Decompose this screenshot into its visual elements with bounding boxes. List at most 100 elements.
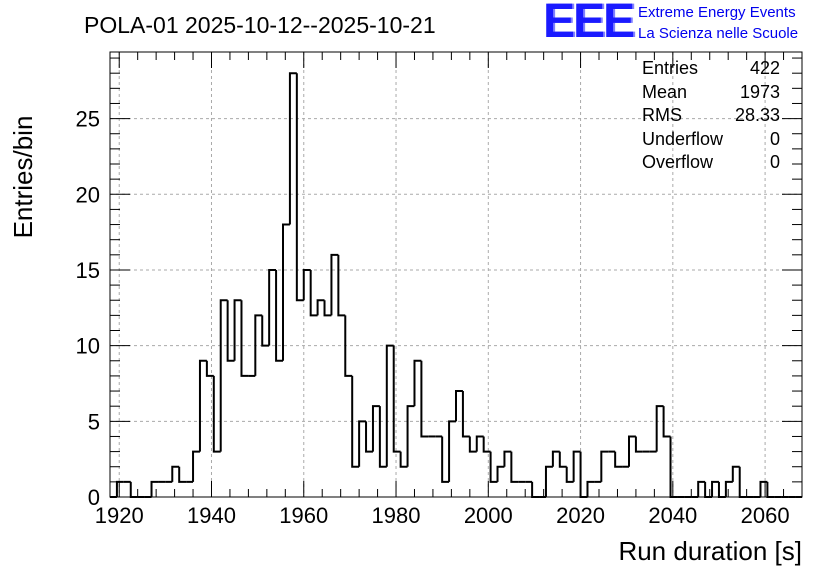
x-tick-label: 2000 [464,503,513,528]
histogram-bin [261,315,270,347]
histogram-bin [455,390,463,422]
histogram-bin [531,481,540,498]
histogram-bin [344,315,353,377]
stats-box: Entries 422 Mean 1973 RMS 28.33 Underflo… [642,57,780,175]
histogram-bin [697,480,706,497]
histogram-bin [219,299,228,452]
histogram-bin [704,481,713,498]
stats-row-mean: Mean 1973 [642,81,780,105]
histogram-bin [738,466,747,498]
histogram-bin [178,466,187,483]
histogram-bin [544,465,553,497]
histogram-bin [358,420,367,467]
stats-row-underflow: Underflow 0 [642,128,780,152]
x-tick-labels: 1920 1940 1960 1980 2000 2020 2040 2060 [95,503,790,528]
grid [110,52,802,497]
histogram-bin [233,299,242,361]
stats-row-overflow: Overflow 0 [642,151,780,175]
x-tick-label: 2060 [741,503,790,528]
x-tick-label: 1960 [279,503,328,528]
histogram-bin [669,436,678,498]
x-axis-label: Run duration [s] [618,536,802,566]
histogram-bin [628,435,636,467]
stats-label: RMS [642,105,682,125]
histogram-bin [717,481,726,498]
histogram-bin [420,360,429,438]
logo-line-2: La Scienza nelle Scuole [638,25,799,42]
y-tick-label: 0 [88,485,100,510]
stats-label: Mean [642,81,688,102]
histogram-bin [392,345,401,453]
chart-title: POLA-01 2025-10-12--2025-10-21 [84,12,436,38]
stats-value: 0 [769,152,780,172]
histogram-bin [441,436,450,483]
histogram-bin [572,450,581,482]
histogram-bin [337,254,346,317]
stats-label: Entries [642,58,699,78]
histogram-bin [510,451,519,483]
histogram-bin [288,72,297,225]
x-tick-label: 2040 [648,503,697,528]
histogram-bin [302,268,311,301]
logo-line-1: Extreme Energy Events [638,4,796,21]
y-tick-label: 5 [88,409,100,434]
histogram-bin [586,480,595,497]
histogram-bin [399,451,408,468]
histogram-bin [489,451,498,483]
histogram-bin [496,465,505,482]
histogram-bin [565,466,574,483]
histogram-bin [662,406,671,438]
histogram-bin [759,480,768,497]
histogram-bin [711,480,719,497]
histogram-bin [385,344,394,467]
y-tick-labels: 0 5 10 15 20 25 [76,107,100,510]
histogram-bin [240,300,249,377]
histogram-bin [766,481,775,498]
eee-logo-mark: EEE [543,0,635,48]
histogram-bin [295,73,304,302]
stats-label: Underflow [642,128,724,149]
stats-row-rms: RMS 28.33 [642,104,780,128]
histogram-bin [371,405,380,452]
histogram-bin [192,450,200,482]
x-tick-label: 1980 [372,503,421,528]
histogram-bin [503,450,512,467]
histogram-bin [634,436,643,453]
histogram-bin [461,391,470,438]
histogram-bin [448,420,456,482]
histogram-bin [378,406,387,468]
histogram-bin [406,405,415,467]
histogram-bin [655,405,664,452]
histogram-bin [282,223,290,361]
y-tick-label: 15 [76,258,100,283]
x-tick-label: 2020 [556,503,605,528]
stats-label: Overflow [642,152,714,172]
x-tick-label: 1940 [187,503,236,528]
histogram-bin [198,359,207,452]
histogram-bin [482,436,491,453]
stats-value: 1973 [739,81,780,102]
histogram-bin [468,436,477,453]
histogram-bin [268,268,277,346]
histogram-bin [205,360,214,377]
histogram-bin [365,421,373,453]
plot-frame [109,51,803,498]
histogram-bin [171,465,180,482]
histogram-bin [323,300,332,317]
histogram-bin [150,480,159,497]
histogram-bin [275,269,283,362]
histogram-bin [309,269,318,317]
axis-ticks [110,52,802,498]
histogram-bin [129,481,138,498]
histogram-bin [212,375,221,453]
stats-value: 0 [769,128,780,149]
histogram-bin [330,253,339,316]
histogram-bin [226,300,235,362]
histogram-bin [254,314,263,376]
histogram-bin [600,450,609,482]
histogram-bin [413,359,422,407]
histogram-bin [579,451,588,498]
histogram-bin [731,465,740,482]
histogram-bin [614,451,623,468]
x-tick-label: 1920 [95,503,144,528]
